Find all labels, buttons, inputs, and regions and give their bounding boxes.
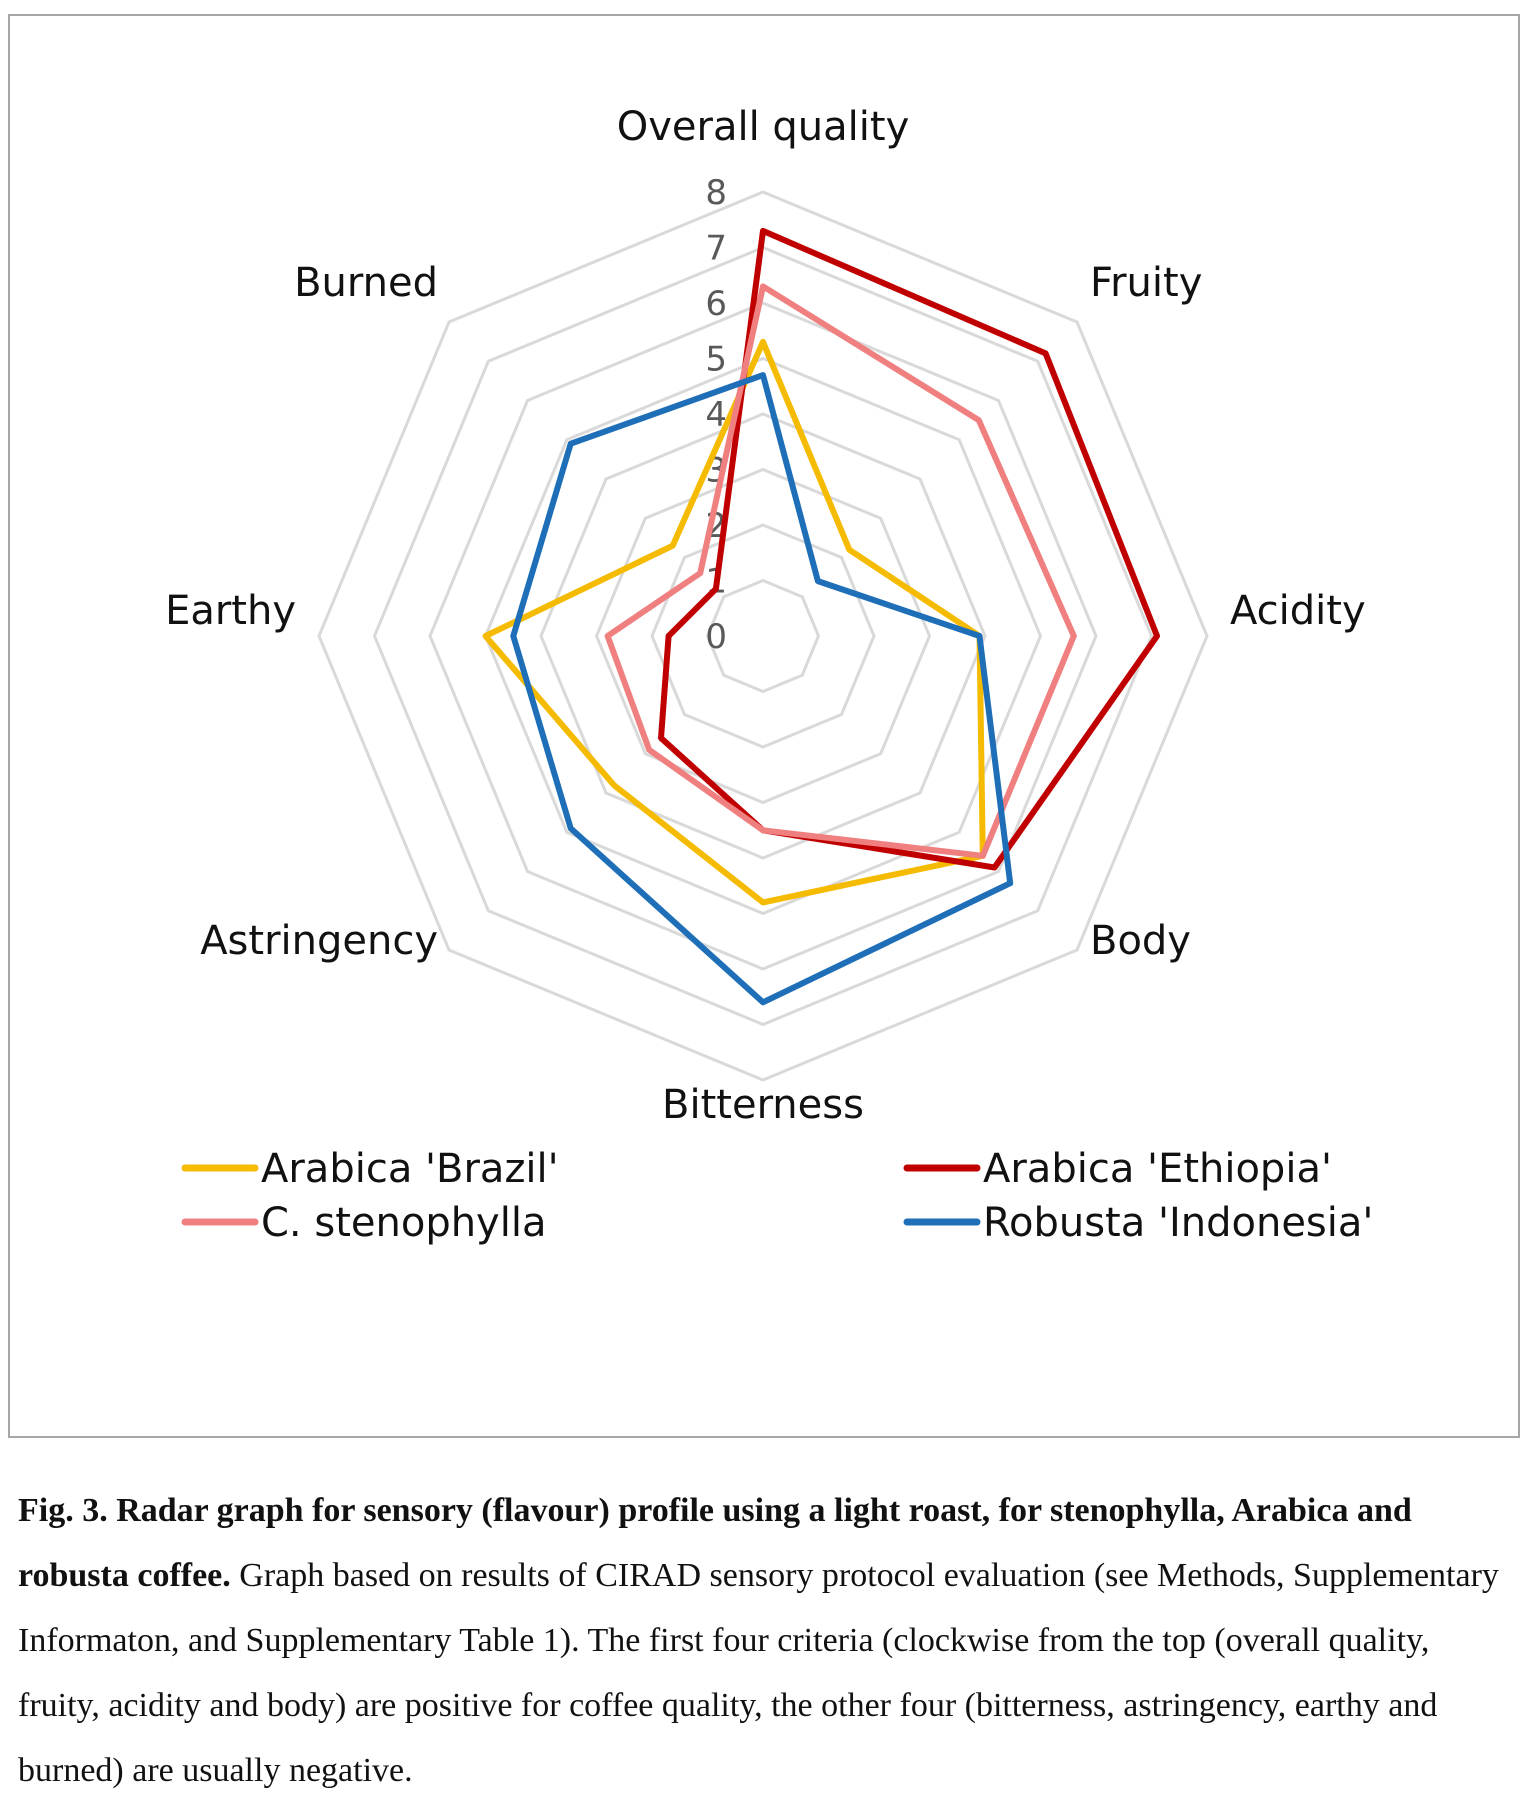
series-line-3 — [510, 372, 1014, 1006]
tick-label: 5 — [705, 340, 727, 380]
grid-ring-2 — [650, 523, 876, 749]
caption-body: Graph based on results of CIRAD sensory … — [18, 1557, 1499, 1789]
grid-ring-6 — [428, 301, 1098, 971]
axis-label: Astringency — [200, 918, 438, 964]
series-line-1 — [658, 227, 1160, 871]
axis-label: Overall quality — [617, 104, 910, 150]
caption-title: Fig. 3. Radar graph for sensory (flavour… — [18, 1492, 1412, 1594]
axis-label: Bitterness — [662, 1082, 864, 1128]
legend-label: Robusta 'Indonesia' — [983, 1200, 1373, 1246]
axis-label: Earthy — [165, 588, 296, 634]
legend: Arabica 'Brazil' Arabica 'Ethiopia' C. ste… — [181, 1146, 1373, 1246]
tick-label: 7 — [705, 229, 727, 269]
grid-ring-4 — [539, 412, 987, 860]
tick-label: 4 — [705, 395, 727, 435]
radar-series — [482, 227, 1160, 1006]
grid-ring-3 — [594, 467, 932, 805]
axis-label: Acidity — [1230, 588, 1366, 634]
grid-ring-8 — [317, 190, 1209, 1082]
grid-ring-7 — [372, 245, 1154, 1027]
radar-grid — [317, 190, 1209, 1082]
figure-caption: Fig. 3. Radar graph for sensory (flavour… — [18, 1478, 1518, 1803]
legend-label: Arabica 'Ethiopia' — [983, 1146, 1332, 1192]
tick-label: 8 — [705, 173, 727, 213]
grid-ring-5 — [483, 356, 1043, 916]
grid-ring-1 — [705, 578, 821, 694]
series-line-0 — [482, 338, 986, 906]
legend-label: C. stenophylla — [261, 1200, 546, 1246]
axis-labels: Overall quality Fruity Acidity Body Bitterne… — [165, 104, 1366, 1128]
tick-label: 6 — [705, 284, 727, 324]
axis-label: Fruity — [1090, 260, 1202, 306]
axis-label: Burned — [294, 260, 438, 306]
series-line-2 — [604, 283, 1077, 859]
axis-label: Body — [1090, 918, 1191, 964]
legend-label: Arabica 'Brazil' — [261, 1146, 559, 1192]
tick-label: 0 — [705, 617, 727, 657]
